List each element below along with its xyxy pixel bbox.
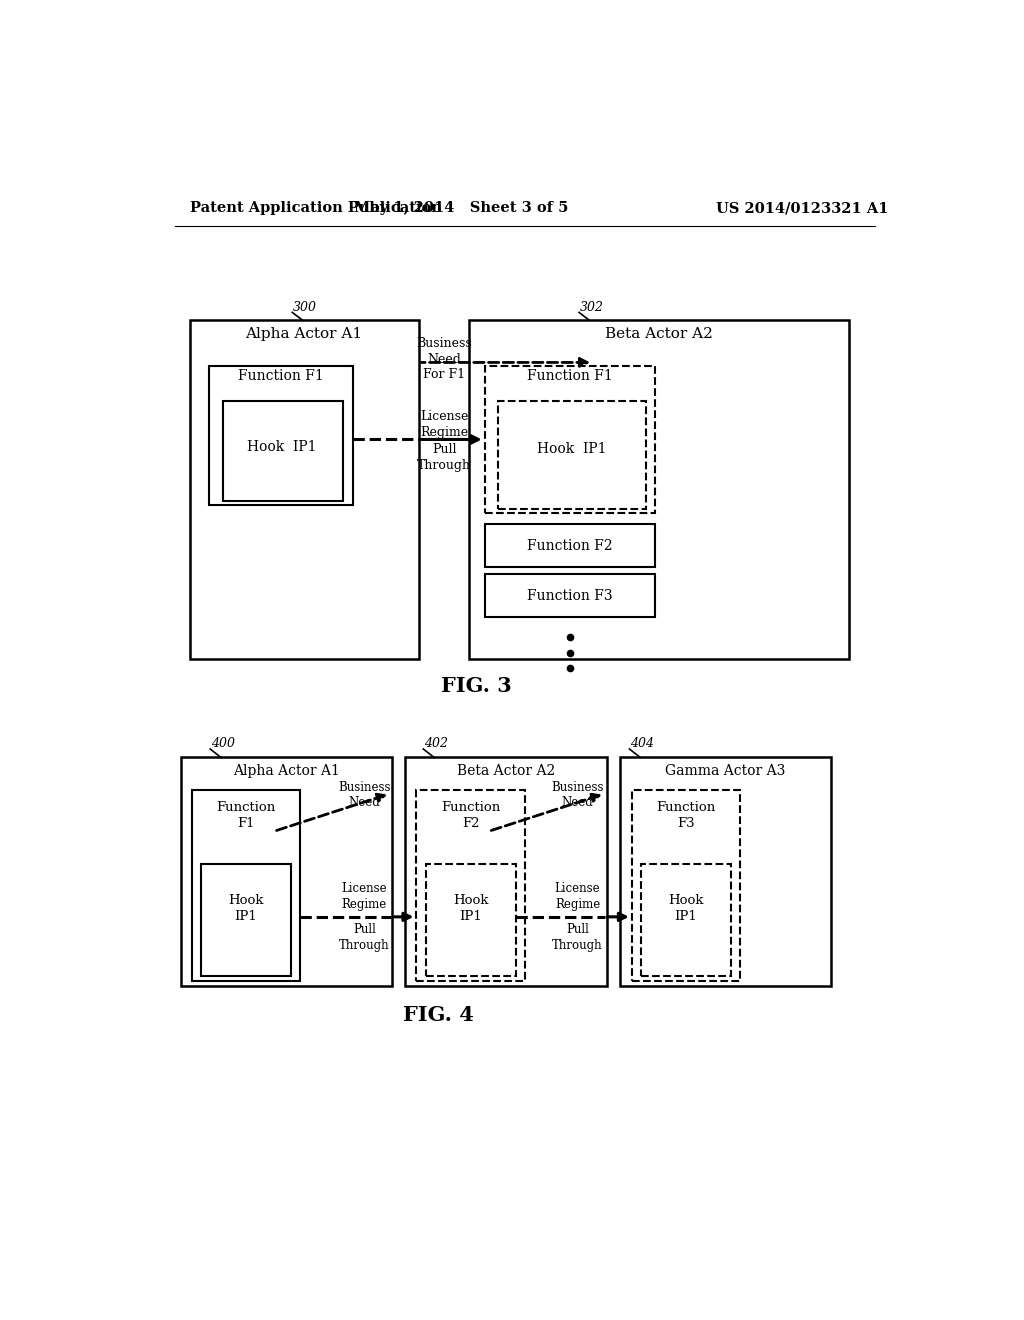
Text: Beta Actor A2: Beta Actor A2 [457,764,555,779]
Text: Function
F3: Function F3 [656,801,716,830]
Text: FIG. 4: FIG. 4 [402,1005,473,1024]
Text: Function
F2: Function F2 [441,801,500,830]
Text: Business
Need: Business Need [338,780,390,809]
Text: Gamma Actor A3: Gamma Actor A3 [666,764,785,779]
Text: License
Regime: License Regime [555,882,600,911]
Text: Function F3: Function F3 [527,589,612,603]
Text: Business
Need
For F1: Business Need For F1 [417,337,472,381]
Text: Alpha Actor A1: Alpha Actor A1 [232,764,340,779]
Bar [621,758,830,986]
Bar [417,789,524,981]
Text: Function F1: Function F1 [238,370,324,383]
Text: May 1, 2014   Sheet 3 of 5: May 1, 2014 Sheet 3 of 5 [354,202,568,215]
Bar [632,789,740,981]
Text: Function F2: Function F2 [527,539,612,553]
Bar [469,321,849,659]
Bar [484,367,655,512]
Text: 300: 300 [293,301,317,314]
Text: 402: 402 [424,737,449,750]
Bar [641,865,731,977]
Text: Pull
Through: Pull Through [417,444,471,471]
Text: Function
F1: Function F1 [216,801,275,830]
Text: 302: 302 [580,301,604,314]
Text: FIG. 3: FIG. 3 [441,676,512,696]
Text: Function F1: Function F1 [527,370,612,383]
Bar [406,758,607,986]
Text: 400: 400 [211,737,234,750]
Text: Alpha Actor A1: Alpha Actor A1 [246,327,362,341]
Bar [222,401,343,502]
Bar [484,574,655,616]
Text: Pull
Through: Pull Through [552,923,603,952]
Bar [190,321,419,659]
Text: Beta Actor A2: Beta Actor A2 [605,327,713,341]
Text: Pull
Through: Pull Through [339,923,390,952]
Text: License
Regime: License Regime [342,882,387,911]
Text: License
Regime: License Regime [420,411,468,438]
Text: Hook  IP1: Hook IP1 [248,440,317,454]
Bar [499,401,646,508]
Bar [180,758,391,986]
Bar [209,367,352,506]
Text: Business
Need: Business Need [551,780,604,809]
Bar [191,789,300,981]
Bar [201,865,291,977]
Text: US 2014/0123321 A1: US 2014/0123321 A1 [716,202,889,215]
Text: Hook  IP1: Hook IP1 [538,442,607,457]
Text: 404: 404 [630,737,654,750]
Text: Hook
IP1: Hook IP1 [228,894,263,923]
Text: Hook
IP1: Hook IP1 [453,894,488,923]
Bar [484,524,655,566]
Bar [426,865,515,977]
Text: Patent Application Publication: Patent Application Publication [190,202,442,215]
Text: Hook
IP1: Hook IP1 [669,894,703,923]
